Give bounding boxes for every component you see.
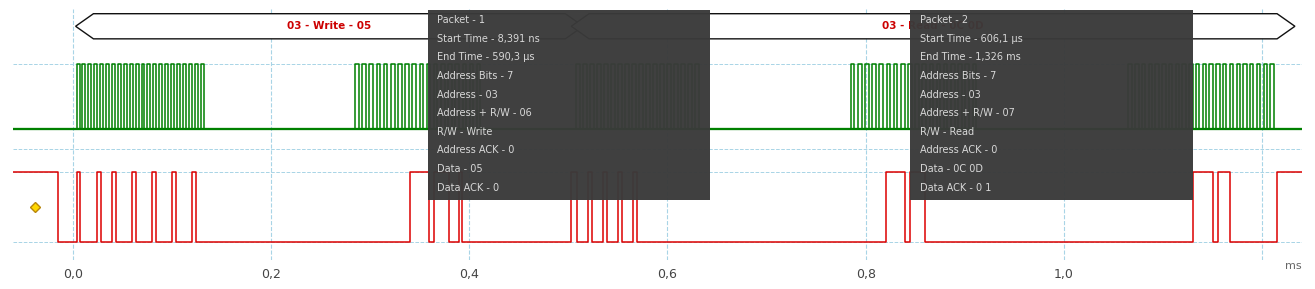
FancyBboxPatch shape (427, 10, 710, 200)
Text: ms: ms (1285, 261, 1302, 271)
Text: Data ACK - 0 1: Data ACK - 0 1 (920, 183, 992, 192)
Text: Data - 0C 0D: Data - 0C 0D (920, 164, 984, 174)
Text: 03 - Write - 05: 03 - Write - 05 (287, 21, 372, 31)
Text: Address Bits - 7: Address Bits - 7 (438, 71, 514, 81)
Text: Address Bits - 7: Address Bits - 7 (920, 71, 997, 81)
Text: End Time - 590,3 μs: End Time - 590,3 μs (438, 52, 535, 62)
FancyBboxPatch shape (910, 10, 1193, 200)
Polygon shape (571, 14, 1295, 39)
Text: Address ACK - 0: Address ACK - 0 (920, 145, 998, 155)
Polygon shape (75, 14, 583, 39)
Text: Address ACK - 0: Address ACK - 0 (438, 145, 514, 155)
Text: Packet - 1: Packet - 1 (438, 15, 485, 25)
Text: Start Time - 606,1 μs: Start Time - 606,1 μs (920, 34, 1023, 44)
Text: R/W - Read: R/W - Read (920, 127, 974, 137)
Text: Address + R/W - 07: Address + R/W - 07 (920, 108, 1015, 118)
Text: Address - 03: Address - 03 (438, 90, 498, 100)
Text: Start Time - 8,391 ns: Start Time - 8,391 ns (438, 34, 540, 44)
Text: Address - 03: Address - 03 (920, 90, 981, 100)
Text: Data - 05: Data - 05 (438, 164, 483, 174)
Text: 03 - Read - 0C 0D: 03 - Read - 0C 0D (882, 21, 984, 31)
Text: R/W - Write: R/W - Write (438, 127, 493, 137)
Text: End Time - 1,326 ms: End Time - 1,326 ms (920, 52, 1020, 62)
Text: Address + R/W - 06: Address + R/W - 06 (438, 108, 533, 118)
Text: Packet - 2: Packet - 2 (920, 15, 968, 25)
Text: Data ACK - 0: Data ACK - 0 (438, 183, 500, 192)
